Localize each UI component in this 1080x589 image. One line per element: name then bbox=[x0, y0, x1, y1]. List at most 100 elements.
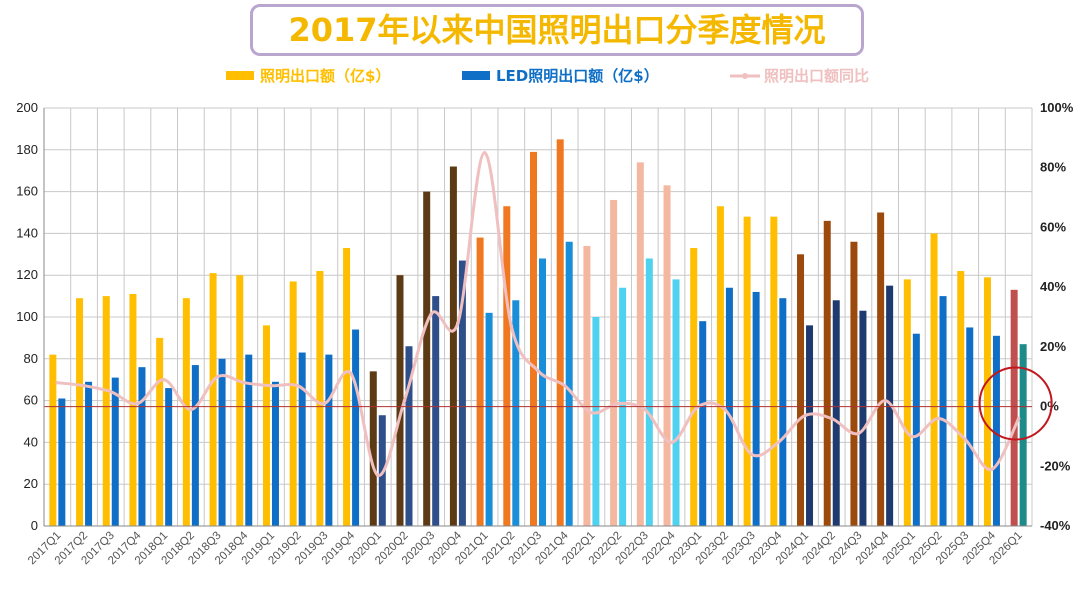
legend-label: 照明出口额（亿$） bbox=[260, 67, 390, 85]
yoy-point bbox=[349, 371, 353, 376]
bar-led-export bbox=[111, 377, 119, 526]
yoy-point bbox=[562, 383, 567, 388]
y2-tick-label: -20% bbox=[1040, 458, 1071, 473]
chart-title: 2017年以来中国照明出口分季度情况 bbox=[250, 4, 864, 56]
bar-led-export bbox=[85, 381, 93, 526]
bar-group bbox=[49, 139, 1027, 527]
bar-lighting-export bbox=[76, 298, 84, 526]
yoy-point bbox=[643, 407, 647, 412]
bar-lighting-export bbox=[610, 199, 618, 526]
bar-led-export bbox=[512, 300, 520, 526]
bar-lighting-export bbox=[316, 271, 324, 526]
y2-tick-label: 100% bbox=[1040, 100, 1074, 115]
y-tick-label: 100 bbox=[16, 309, 38, 324]
y-tick-label: 120 bbox=[16, 267, 38, 282]
bar-led-export bbox=[191, 365, 199, 526]
legend-swatch-marker bbox=[742, 73, 748, 79]
yoy-point bbox=[55, 380, 60, 385]
bar-led-export bbox=[592, 317, 600, 526]
y2-tick-label: 0% bbox=[1040, 399, 1059, 414]
yoy-point bbox=[883, 398, 887, 403]
yoy-point bbox=[669, 440, 674, 445]
bar-lighting-export bbox=[289, 281, 297, 526]
bar-lighting-export bbox=[49, 354, 57, 526]
bar-led-export bbox=[298, 352, 306, 526]
bar-led-export bbox=[218, 358, 226, 526]
yoy-point bbox=[803, 413, 807, 418]
bar-lighting-export bbox=[449, 166, 457, 526]
bar-lighting-export bbox=[476, 237, 484, 526]
yoy-point bbox=[910, 434, 914, 439]
bar-lighting-export bbox=[636, 162, 644, 526]
bar-lighting-export bbox=[930, 233, 938, 526]
bar-led-export bbox=[458, 260, 466, 526]
y2-tick-label: 20% bbox=[1040, 339, 1066, 354]
y2-tick-label: 60% bbox=[1040, 219, 1066, 234]
legend-swatch bbox=[462, 71, 490, 80]
y-tick-label: 80 bbox=[24, 351, 38, 366]
yoy-line bbox=[57, 151, 1020, 477]
yoy-point bbox=[242, 380, 247, 385]
yoy-point bbox=[536, 368, 540, 373]
bar-lighting-export bbox=[690, 248, 698, 526]
gridlines bbox=[43, 107, 1033, 527]
bar-led-export bbox=[966, 327, 974, 526]
legend: 照明出口额（亿$） LED照明出口额（亿$） 照明出口额同比 bbox=[226, 67, 869, 85]
y-tick-label: 40 bbox=[24, 434, 38, 449]
yoy-line-group bbox=[55, 150, 1021, 478]
bar-led-export bbox=[405, 346, 413, 526]
bar-led-export bbox=[992, 335, 1000, 526]
y2-tick-label: 40% bbox=[1040, 279, 1066, 294]
highlight-circle bbox=[978, 366, 1053, 441]
bar-led-export bbox=[271, 381, 279, 526]
bar-lighting-export bbox=[716, 206, 724, 527]
y-tick-label: 180 bbox=[16, 142, 38, 157]
bar-led-export bbox=[352, 329, 360, 526]
bar-led-export bbox=[832, 300, 840, 526]
bar-led-export bbox=[325, 354, 333, 526]
bar-led-export bbox=[432, 296, 440, 526]
bar-led-export bbox=[752, 291, 760, 526]
bar-lighting-export bbox=[343, 248, 351, 526]
bar-led-export bbox=[699, 321, 707, 526]
yoy-point bbox=[509, 324, 514, 328]
bar-lighting-export bbox=[797, 254, 805, 527]
bar-lighting-export bbox=[957, 271, 965, 526]
bar-led-export bbox=[138, 367, 146, 526]
bar-led-export bbox=[939, 296, 947, 526]
bar-lighting-export bbox=[556, 139, 564, 526]
yoy-point bbox=[295, 383, 300, 388]
yoy-point bbox=[856, 431, 861, 436]
bar-lighting-export bbox=[663, 185, 671, 526]
bar-lighting-export bbox=[236, 275, 244, 526]
bar-lighting-export bbox=[369, 371, 377, 526]
bar-led-export bbox=[539, 258, 546, 526]
yoy-point bbox=[829, 416, 834, 421]
y-tick-label: 20 bbox=[24, 476, 38, 491]
bar-lighting-export bbox=[823, 220, 831, 527]
bar-lighting-export bbox=[743, 216, 751, 526]
bar-led-export bbox=[485, 312, 493, 526]
bar-lighting-export bbox=[850, 241, 858, 526]
bar-led-export bbox=[645, 258, 653, 526]
bar-led-export bbox=[806, 325, 814, 526]
yoy-point bbox=[402, 398, 407, 403]
bar-lighting-export bbox=[396, 275, 404, 526]
bar-lighting-export bbox=[877, 212, 885, 526]
yoy-point bbox=[616, 401, 620, 406]
yoy-point bbox=[215, 374, 220, 379]
yoy-point bbox=[429, 312, 433, 316]
bar-led-export bbox=[58, 398, 66, 526]
yoy-point bbox=[162, 377, 166, 382]
bar-led-export bbox=[245, 354, 253, 526]
yoy-point bbox=[375, 473, 380, 478]
bar-led-export bbox=[165, 388, 173, 526]
y-tick-label: 140 bbox=[16, 225, 38, 240]
yoy-point bbox=[963, 437, 968, 442]
yoy-point bbox=[990, 467, 994, 472]
bar-lighting-export bbox=[1010, 289, 1018, 526]
bar-lighting-export bbox=[182, 298, 190, 526]
y2-tick-label: -40% bbox=[1040, 518, 1071, 533]
bar-lighting-export bbox=[102, 296, 110, 526]
